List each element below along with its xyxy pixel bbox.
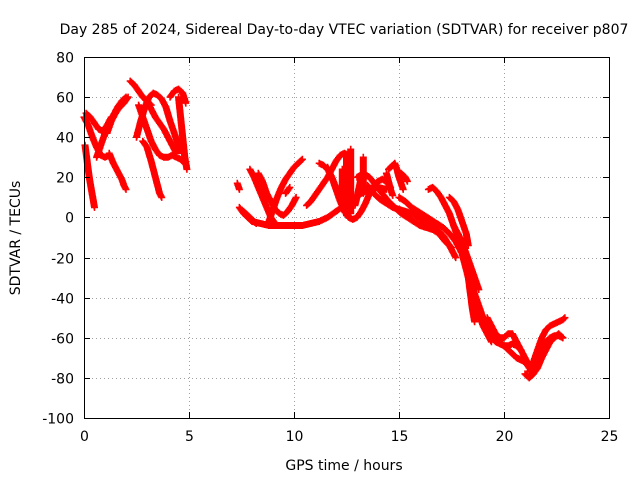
satellite-track-points: [385, 159, 407, 193]
satellite-track-points: [175, 93, 191, 173]
y-tick-label: 80: [56, 51, 74, 67]
satellite-track-points: [338, 165, 346, 213]
x-tick-label: 15: [391, 429, 409, 445]
satellite-track-points: [343, 153, 350, 219]
y-tick-label: -100: [42, 412, 74, 428]
satellite-track-points: [103, 93, 132, 137]
satellite-track-points: [282, 183, 294, 197]
axis-ticks: -100 -80 -60 -40 -20 0 20 40 60 80 0 5 10 15 20 25: [42, 51, 618, 446]
satellite-track-points: [359, 153, 367, 197]
y-tick-label: -20: [51, 252, 74, 268]
satellite-track-points: [397, 169, 411, 185]
satellite-track-points: [454, 230, 483, 294]
satellite-track-points: [483, 314, 533, 370]
data-points: [80, 77, 569, 382]
satellite-track-points: [529, 332, 567, 370]
x-axis-label: GPS time / hours: [285, 458, 402, 474]
y-tick-label: -60: [51, 332, 74, 348]
y-tick-label: 40: [56, 131, 74, 147]
satellite-track-points: [139, 137, 166, 201]
x-tick-label: 5: [185, 429, 194, 445]
grid: [84, 57, 609, 418]
satellite-track-points: [233, 179, 243, 193]
y-tick-label: -80: [51, 372, 74, 388]
x-tick-label: 10: [286, 429, 304, 445]
satellite-track-points: [382, 169, 397, 199]
satellite-track-points: [364, 181, 460, 262]
satellite-track-points: [466, 278, 525, 354]
satellite-track-points: [143, 97, 180, 157]
x-tick-label: 20: [496, 429, 514, 445]
satellite-track-points: [105, 149, 130, 193]
satellite-track-points: [471, 282, 479, 290]
satellite-track-points: [240, 207, 260, 227]
satellite-track-points: [166, 85, 190, 107]
chart-title: Day 285 of 2024, Sidereal Day-to-day VTE…: [60, 22, 629, 38]
satellite-track-points: [347, 145, 355, 217]
y-tick-label: 60: [56, 91, 74, 107]
y-tick-label: -40: [51, 292, 74, 308]
satellite-track-points: [513, 354, 533, 370]
x-tick-label: 25: [601, 429, 619, 445]
satellite-track-points: [265, 155, 306, 225]
satellite-track-points: [445, 193, 472, 249]
satellite-track-points: [135, 101, 189, 167]
x-tick-label: 0: [80, 429, 89, 445]
y-tick-label: 20: [56, 171, 74, 187]
y-axis-label: SDTVAR / TECUs: [8, 181, 24, 296]
plot-frame: [84, 57, 610, 419]
y-tick-label: 0: [65, 211, 74, 227]
